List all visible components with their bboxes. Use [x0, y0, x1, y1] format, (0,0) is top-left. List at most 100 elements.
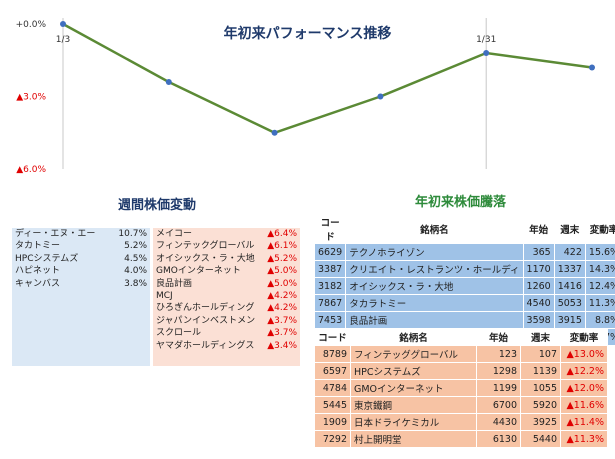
- start-price-cell: 4540: [522, 294, 555, 312]
- data-point: [483, 50, 490, 56]
- name-cell: GMOインターネット: [350, 379, 477, 397]
- code-cell: 1909: [314, 413, 351, 431]
- list-item: GMOインターネット ▲5.0%: [153, 265, 300, 277]
- table-header: コード 銘柄名 年始 週末 変動率: [314, 329, 608, 346]
- column-header: 銘柄名: [345, 215, 524, 244]
- list-item: メイコー ▲6.4%: [153, 228, 300, 240]
- column-header: コード: [314, 329, 351, 346]
- change-rate-cell: ▲11.6%: [560, 396, 608, 414]
- column-header: 銘柄名: [350, 329, 477, 346]
- start-price-cell: 3598: [522, 311, 555, 329]
- y-tick-label: ▲3.0%: [16, 93, 46, 103]
- name-cell: HPCシステムズ: [350, 362, 477, 380]
- stock-name: メイコー: [156, 229, 193, 239]
- change-value: ▲3.4%: [267, 340, 297, 351]
- stock-name: タカトミー: [15, 241, 61, 252]
- change-value: ▲4.2%: [267, 303, 297, 314]
- name-cell: オイシックス・ラ・大地: [345, 277, 524, 295]
- weekly-losers-list: メイコー ▲6.4% フィンテックグローバル ▲6.1% オイシックス・ラ・大地 ▲5.2…: [153, 228, 300, 366]
- list-item: MCJ ▲4.2%: [153, 290, 300, 302]
- list-item: HPCシステムズ 4.5%: [12, 253, 150, 265]
- stock-name: ヤマダホールディングス: [156, 340, 255, 351]
- code-cell: 7867: [313, 294, 347, 312]
- list-item: フィンテックグローバル ▲6.1%: [153, 240, 300, 252]
- list-item: ひろぎんホールディング ▲4.2%: [153, 302, 300, 314]
- ytd-losers-table: コード 銘柄名 年始 週末 変動率 8789 フィンテッググローバル 123 107 ▲13.0…: [314, 329, 608, 448]
- list-item: ハピネット 4.0%: [12, 265, 150, 277]
- table-row: 1909 日本ドライケミカル 4430 3925 ▲11.4%: [314, 413, 608, 431]
- change-value: ▲5.0%: [267, 266, 297, 277]
- change-rate-cell: ▲13.0%: [560, 345, 608, 363]
- stock-name: MCJ: [156, 290, 173, 301]
- series-line: [62, 22, 593, 135]
- column-header: 週末: [520, 329, 561, 346]
- end-price-cell: 107: [520, 345, 561, 363]
- chart-title: 年初来パフォーマンス推移: [223, 26, 392, 42]
- end-price-cell: 1055: [520, 379, 561, 397]
- start-price-cell: 1170: [522, 260, 555, 278]
- name-cell: 村上開明堂: [350, 430, 477, 448]
- name-cell: 東京鐵鋼: [350, 396, 477, 414]
- column-header: コード: [314, 215, 346, 244]
- table-row: 4784 GMOインターネット 1199 1055 ▲12.0%: [314, 379, 608, 397]
- list-item: キャンバス 3.8%: [12, 278, 150, 290]
- stock-name: ハピネット: [15, 266, 61, 277]
- end-price-cell: 5053: [553, 294, 586, 312]
- column-header: 変動率: [585, 215, 615, 244]
- end-price-cell: 1139: [520, 362, 561, 380]
- change-rate-cell: ▲12.2%: [560, 362, 608, 380]
- end-price-cell: 5920: [520, 396, 561, 414]
- start-price-cell: 6700: [476, 396, 521, 414]
- data-point: [165, 79, 172, 85]
- change-value: 4.5%: [124, 253, 147, 264]
- end-price-cell: 3915: [553, 311, 586, 329]
- end-price-cell: 1416: [553, 277, 586, 295]
- change-rate-cell: ▲12.0%: [560, 379, 608, 397]
- stock-name: キャンバス: [15, 278, 61, 289]
- name-cell: 日本ドライケミカル: [350, 413, 477, 431]
- change-value: ▲5.2%: [267, 253, 297, 264]
- start-price-cell: 4430: [476, 413, 521, 431]
- stock-name: ひろぎんホールディング: [156, 303, 255, 314]
- ytd-change-title: 年初来株価騰落: [414, 195, 506, 210]
- data-point: [60, 21, 66, 27]
- change-rate-cell: ▲11.4%: [560, 413, 608, 431]
- stock-name: ディー・エヌ・エー: [15, 229, 96, 239]
- change-value: ▲3.7%: [267, 315, 297, 326]
- change-rate-cell: 12.4%: [584, 277, 615, 295]
- change-rate-cell: 14.3%: [584, 260, 615, 278]
- end-price-cell: 422: [553, 243, 586, 261]
- change-rate-cell: 15.6%: [584, 243, 615, 261]
- change-value: ▲5.0%: [267, 278, 297, 289]
- performance-chart: +0.0% ▲3.0% ▲6.0% 1/3 1/31 年初来パフォーマンス推移: [0, 0, 615, 185]
- change-value: ▲4.2%: [267, 290, 297, 301]
- list-item: 良品計画 ▲5.0%: [153, 278, 300, 290]
- data-point: [271, 129, 278, 136]
- start-price-cell: 1199: [476, 379, 521, 397]
- column-header: 年始: [476, 329, 521, 346]
- start-price-cell: 1260: [522, 277, 555, 295]
- list-item: タカトミー 5.2%: [12, 240, 150, 252]
- name-cell: 良品計画: [345, 311, 524, 329]
- data-point: [589, 64, 595, 71]
- list-item: スクロール ▲3.7%: [153, 327, 300, 339]
- change-rate-cell: ▲11.3%: [560, 430, 608, 448]
- name-cell: タカラトミー: [345, 294, 524, 312]
- code-cell: 7453: [313, 311, 347, 329]
- column-header: 変動率: [560, 329, 608, 346]
- change-value: 5.2%: [124, 241, 147, 252]
- y-tick-label: +0.0%: [16, 20, 47, 30]
- name-cell: クリエイト・レストランツ・ホールディ: [345, 260, 524, 278]
- weekly-change-title: 週間株価変動: [117, 198, 196, 213]
- code-cell: 6597: [314, 362, 351, 380]
- end-price-cell: 3925: [520, 413, 561, 431]
- table-row: 6597 HPCシステムズ 1298 1139 ▲12.2%: [314, 362, 608, 380]
- name-cell: フィンテッググローバル: [350, 345, 477, 363]
- list-item: オイシックス・ラ・大地 ▲5.2%: [153, 253, 300, 265]
- code-cell: 3387: [313, 260, 347, 278]
